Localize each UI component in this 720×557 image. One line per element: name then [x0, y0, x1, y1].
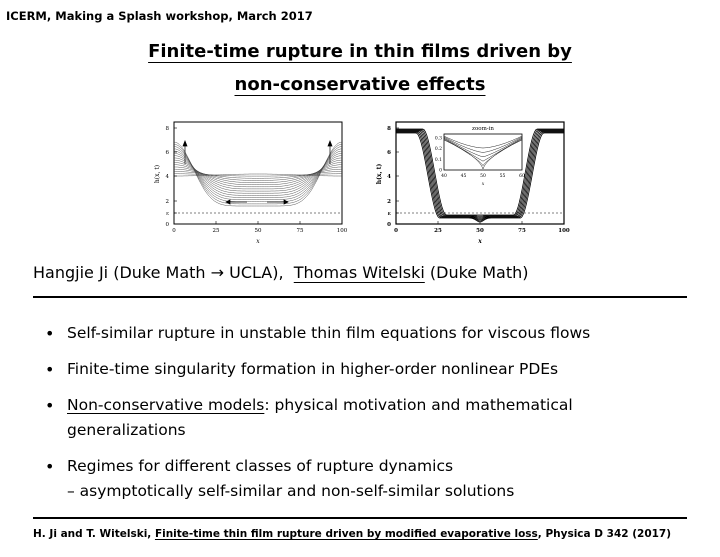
inset-title: zoom-in — [472, 126, 494, 132]
x-tick-label: 100 — [558, 228, 570, 234]
y-tick-label: 0 — [166, 222, 170, 228]
figure-left-curves — [173, 141, 343, 207]
y-tick-label: 2 — [166, 199, 170, 205]
author-2-affil: (Duke Math) — [429, 263, 529, 282]
figure-left-ylabel: h(x, t) — [154, 165, 161, 183]
y-tick-label: 2 — [387, 199, 391, 205]
x-tick-label: 75 — [518, 228, 526, 234]
y-tick-label: ε — [388, 211, 392, 217]
profile-curve — [396, 131, 564, 222]
paper-title-link[interactable]: Finite-time thin film rupture driven by … — [154, 528, 538, 540]
authors-line: Hangjie Ji (Duke Math → UCLA), Thomas Wi… — [33, 263, 528, 282]
header-text: ICERM, Making a Splash workshop, March 2… — [6, 9, 313, 23]
inset-x-tick: 40 — [441, 173, 447, 179]
profile-curve — [173, 150, 343, 198]
figure-left-xlabel: x — [256, 238, 260, 245]
profile-curve — [174, 164, 342, 185]
y-tick-label: 4 — [387, 174, 391, 180]
author-2[interactable]: Thomas Witelski — [293, 263, 425, 282]
slide-title-line1: Finite-time rupture in thin films driven… — [148, 41, 572, 62]
x-tick-label: 100 — [337, 228, 348, 234]
inset-x-tick: 55 — [500, 173, 506, 179]
inset-x-tick: 50 — [480, 173, 486, 179]
profile-curve — [173, 146, 343, 202]
profile-curve — [173, 157, 343, 192]
y-tick-label: 8 — [387, 126, 391, 132]
profile-curve — [173, 148, 343, 200]
profile-curve — [396, 129, 564, 217]
y-tick-label: 0 — [387, 222, 391, 228]
profile-curve — [173, 144, 343, 205]
inset-y-tick: 0.1 — [435, 157, 442, 163]
profile-curve — [396, 128, 564, 216]
profile-curve — [173, 153, 343, 196]
non-conservative-models-link[interactable]: Non-conservative models — [67, 396, 265, 414]
profile-curve — [173, 159, 343, 190]
bullet-item: • Finite-time singularity formation in h… — [45, 360, 559, 379]
profile-curve — [173, 155, 343, 194]
profile-curve — [396, 130, 564, 219]
inset-xlabel: x — [482, 182, 485, 187]
citation-footer: H. Ji and T. Witelski, Finite-time thin … — [33, 528, 672, 540]
inset-y-tick: 0 — [439, 168, 442, 174]
inset-x-tick: 45 — [461, 173, 467, 179]
inset-curve — [443, 136, 523, 153]
inset-x-tick: 60 — [519, 173, 525, 179]
x-tick-label: 25 — [434, 228, 442, 234]
figure-left-profiles: 0 25 50 75 100 0 ε 2 4 6 8 h(x, t) x — [154, 121, 348, 245]
inset-curve — [443, 137, 523, 158]
author-1: Hangjie Ji (Duke Math → UCLA), — [33, 263, 284, 282]
x-tick-label: 0 — [172, 228, 176, 234]
bullet-item: • Self-similar rupture in unstable thin … — [45, 324, 591, 343]
y-tick-label: 4 — [166, 174, 170, 180]
profile-curve — [396, 131, 564, 221]
x-tick-label: 50 — [255, 228, 262, 234]
x-tick-label: 0 — [394, 228, 398, 234]
y-tick-label: 6 — [387, 150, 391, 156]
profile-curve — [173, 141, 343, 207]
y-tick-label: ε — [166, 211, 169, 217]
x-tick-label: 50 — [476, 228, 484, 234]
bullet-item: • Regimes for different classes of ruptu… — [45, 457, 515, 500]
inset-y-tick: 0.2 — [435, 146, 442, 152]
inset-curve — [443, 135, 523, 149]
inset-curve — [443, 138, 523, 167]
profile-curve — [396, 129, 564, 218]
x-tick-label: 25 — [213, 228, 220, 234]
divider-bottom — [33, 517, 687, 519]
figure-right-xlabel: x — [477, 238, 482, 245]
figure-left-arrows — [182, 140, 333, 205]
bullet-item: • Non-conservative models: physical moti… — [45, 396, 573, 439]
bullet-list: • Self-similar rupture in unstable thin … — [45, 321, 685, 515]
profile-curve — [173, 162, 343, 188]
y-tick-label: 8 — [166, 126, 170, 132]
x-tick-label: 75 — [297, 228, 304, 234]
divider-top — [33, 296, 687, 298]
inset-curve — [443, 138, 523, 162]
y-tick-label: 6 — [166, 150, 170, 156]
slide-title-line2: non-conservative effects — [234, 74, 486, 95]
figure-right-ylabel: h(x, t) — [376, 164, 383, 185]
inset-y-tick: 0.3 — [435, 136, 442, 142]
figure-right-inset: zoom-in 40 45 50 55 60 0 0.1 0.2 0.3 x — [435, 126, 525, 187]
